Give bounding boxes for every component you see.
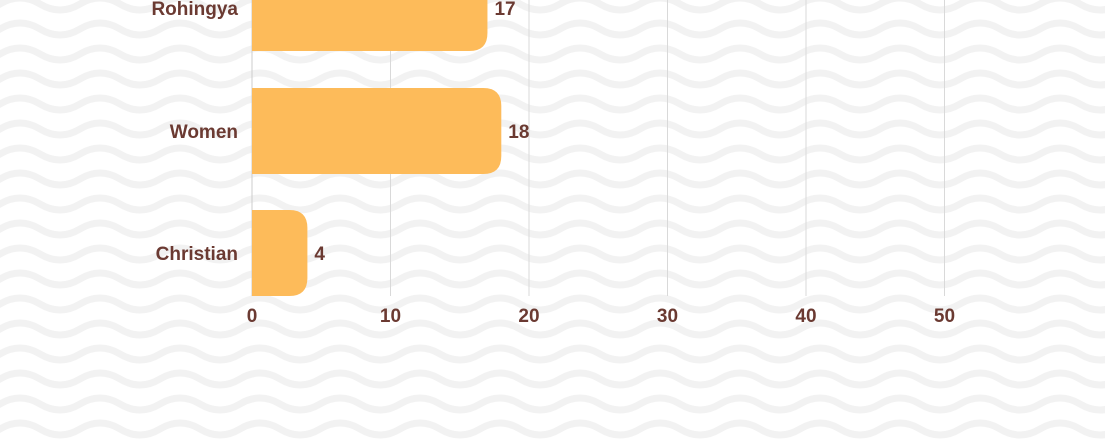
bar-women (252, 88, 502, 174)
background-wave (0, 394, 1105, 414)
x-tick-label: 20 (518, 306, 539, 327)
background-wave (0, 144, 1105, 164)
x-tick-label: 50 (934, 306, 955, 327)
category-label: Women (170, 122, 238, 143)
background-wave (0, 294, 1105, 314)
background-wave (0, 369, 1105, 389)
background-wave (0, 419, 1105, 439)
data-label: 18 (508, 122, 529, 143)
bar-rohingya (252, 0, 488, 51)
bars (252, 0, 502, 296)
background-wave (0, 69, 1105, 89)
background-wave (0, 19, 1105, 39)
background-wave (0, 94, 1105, 114)
background-wave (0, 269, 1105, 289)
x-tick-label: 30 (657, 306, 678, 327)
background-wave (0, 344, 1105, 364)
x-tick-label: 40 (795, 306, 816, 327)
background-wave (0, 194, 1105, 214)
background-wave (0, 44, 1105, 64)
category-label: Rohingya (151, 0, 238, 20)
background-wave (0, 244, 1105, 264)
background-wave (0, 319, 1105, 339)
background-wave (0, 119, 1105, 139)
data-label: 17 (494, 0, 515, 20)
x-tick-label: 10 (380, 306, 401, 327)
background-wave (0, 219, 1105, 239)
bar-christian (252, 210, 308, 296)
background-wave (0, 169, 1105, 189)
x-tick-label: 0 (247, 306, 258, 327)
data-label: 4 (314, 244, 325, 265)
background-wave (0, 0, 1105, 14)
category-label: Christian (156, 244, 238, 265)
